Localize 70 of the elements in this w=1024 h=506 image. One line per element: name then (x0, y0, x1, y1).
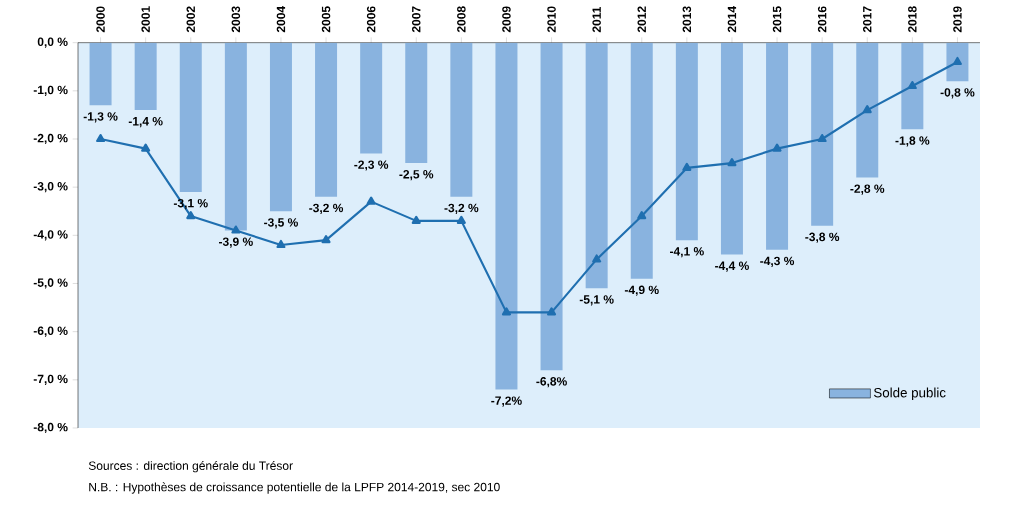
y-tick-label: -3,0 % (33, 182, 68, 193)
y-tick-label: -1,0 % (33, 85, 68, 96)
x-tick-label: 2017 (862, 6, 872, 33)
x-tick-label: 2010 (547, 6, 556, 33)
x-tick-label: 2008 (457, 6, 466, 33)
data-label: -4,4 % (715, 261, 749, 272)
text: N.B. : Hypothèses de croissance potentielle de la LPFP 2014-2019, sec 2010 (89, 482, 500, 494)
point (366, 196, 376, 205)
point (186, 210, 196, 220)
data-label: -0,8 % (940, 88, 975, 99)
x-tick-label: 2015 (772, 6, 782, 33)
x-tick-label: 2009 (502, 6, 511, 33)
y-tick-label: -2,0 % (33, 133, 68, 145)
point (592, 254, 602, 263)
point (772, 143, 782, 152)
data-label: -6,8% (536, 377, 567, 388)
x-tick-label: 2000 (96, 6, 105, 33)
x-tick-label: 2011 (592, 6, 601, 33)
y-tick-label: -4,0 % (33, 230, 68, 241)
y-tick-label: -5,0 % (33, 278, 68, 289)
point (637, 210, 647, 220)
data-label: -3,9 % (218, 237, 253, 248)
point (321, 235, 331, 244)
x-tick-label: 2005 (321, 6, 331, 33)
point (96, 133, 106, 143)
x-tick-label: 2018 (908, 6, 917, 33)
data-label: -3,2 % (444, 203, 479, 214)
x-tick-label: 2004 (276, 6, 286, 33)
y-tick-label: 0,0 % (37, 37, 68, 48)
y-tick-label: -6,0 % (33, 326, 68, 337)
x-tick-label: 2016 (817, 6, 827, 33)
y-tick-label: -7,0 % (33, 374, 68, 385)
data-label: -2,3 % (354, 160, 389, 171)
x-tick-label: 2014 (727, 6, 737, 33)
point (907, 80, 917, 90)
point (141, 143, 151, 152)
x-tick-label: 2013 (682, 6, 692, 33)
x-tick-label: 2001 (141, 6, 150, 33)
y-tick-label: -8,0 % (33, 422, 68, 434)
data-label: -7,2% (491, 396, 522, 407)
x-tick-label: 2003 (231, 6, 241, 33)
data-label: -5,1 % (579, 295, 614, 306)
point (456, 215, 466, 224)
point (501, 307, 511, 316)
point (231, 225, 241, 234)
data-label: -3,2 % (309, 203, 344, 214)
data-label: -4,1 % (669, 247, 704, 258)
point (682, 162, 692, 171)
x-tick-label: 2012 (637, 6, 647, 33)
data-label: -2,5 % (399, 170, 434, 181)
data-label: -3,8 % (805, 232, 840, 243)
data-label: -4,9 % (624, 285, 659, 296)
point (862, 105, 872, 114)
x-tick-label: 2006 (366, 6, 376, 33)
point (547, 307, 557, 316)
data-label: -2,8 % (850, 184, 885, 195)
x-tick-label: 2007 (412, 6, 421, 33)
data-label: -1,3 % (83, 112, 118, 123)
data-label: -3,5 % (264, 218, 298, 229)
x-tick-label: 2002 (186, 6, 196, 33)
point (411, 215, 421, 224)
data-label: -4,3 % (760, 256, 795, 267)
point (727, 158, 737, 167)
legend-label: Solde public (873, 387, 946, 401)
point (276, 239, 286, 249)
data-label: -1,4 % (128, 117, 163, 128)
x-tick-label: 2019 (953, 6, 962, 33)
data-label: -1,8 % (895, 136, 930, 147)
source-note: Sources : direction générale du Trésor (88, 460, 293, 473)
point (817, 133, 827, 143)
